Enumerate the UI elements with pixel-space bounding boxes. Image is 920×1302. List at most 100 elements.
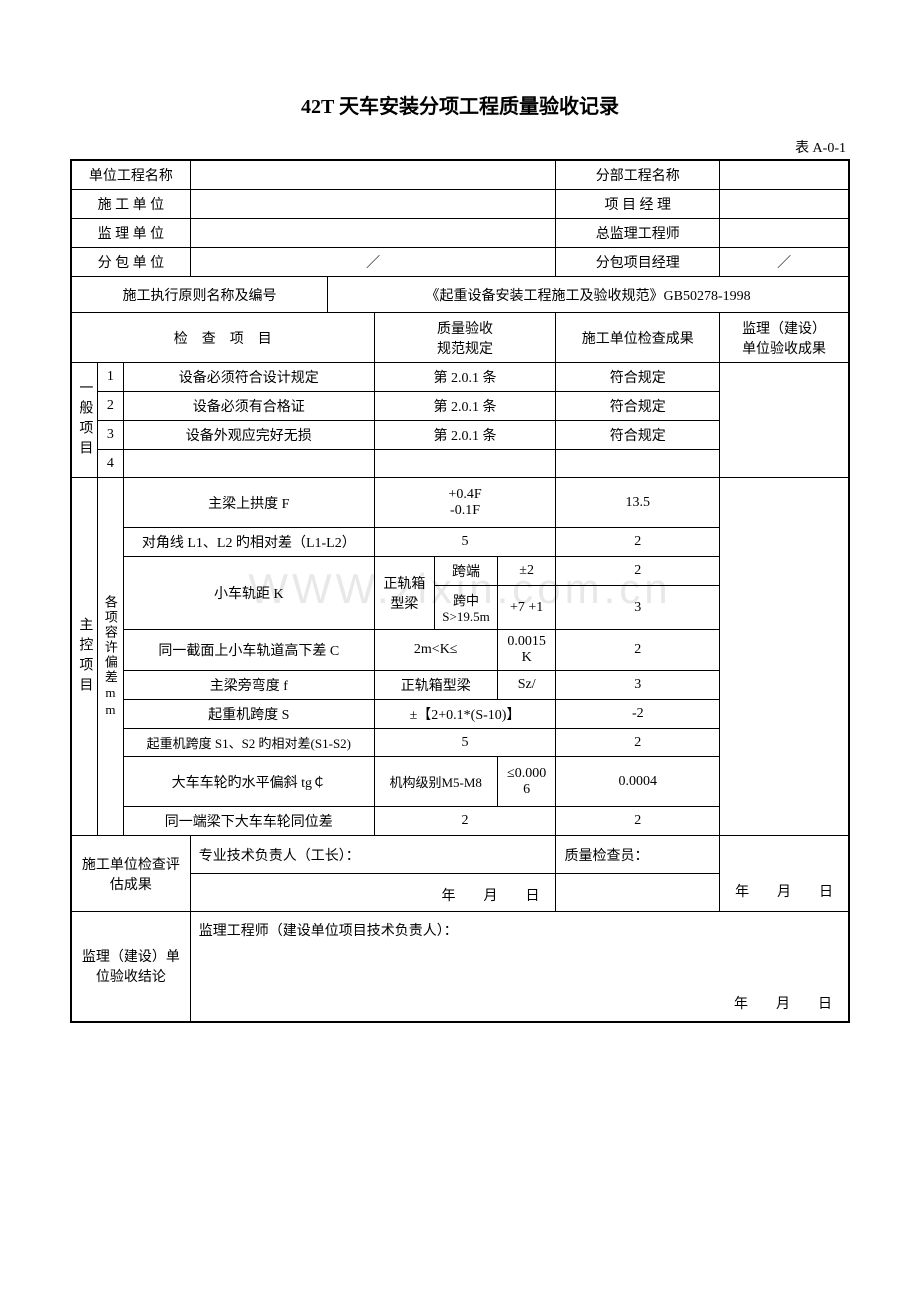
- result: 符合规定: [556, 363, 720, 392]
- result: 2: [556, 557, 720, 586]
- label: 项 目 经 理: [556, 190, 720, 219]
- inspection-table: 单位工程名称 分部工程名称 施 工 单 位 项 目 经 理 监 理 单 位 总监…: [70, 159, 850, 1023]
- item: 同一截面上小车轨道高下差 C: [124, 630, 375, 671]
- table-row: 检 查 项 目 质量验收规范规定 施工单位检查成果 监理（建设）单位验收成果: [71, 313, 849, 363]
- row-num: 1: [97, 363, 123, 392]
- value: [190, 219, 556, 248]
- signature-label: 质量检查员：: [556, 836, 720, 874]
- row-num: 2: [97, 392, 123, 421]
- col-header: 施工单位检查成果: [556, 313, 720, 363]
- date-field: 年 月 日: [190, 874, 556, 912]
- table-number: 表 A-0-1: [70, 137, 850, 157]
- page-title: 42T 天车安装分项工程质量验收记录: [70, 90, 850, 119]
- value: ／: [720, 248, 849, 277]
- spec: 第 2.0.1 条: [374, 363, 556, 392]
- value: [190, 190, 556, 219]
- spec: 5: [374, 729, 556, 757]
- spec: 第 2.0.1 条: [374, 421, 556, 450]
- result: 13.5: [556, 478, 720, 528]
- spec-sub: 正轨箱型梁: [374, 557, 435, 630]
- footer-label: 监理（建设）单位验收结论: [71, 912, 190, 1022]
- label: 分 包 单 位: [71, 248, 190, 277]
- spec: 正轨箱型梁: [374, 671, 497, 700]
- col-header: 质量验收规范规定: [374, 313, 556, 363]
- item: 设备必须有合格证: [124, 392, 375, 421]
- row-num: 3: [97, 421, 123, 450]
- label: 总监理工程师: [556, 219, 720, 248]
- spec-b: ±2: [497, 557, 556, 586]
- item: 同一端梁下大车车轮同位差: [124, 807, 375, 836]
- item: 主梁上拱度 F: [124, 478, 375, 528]
- result: 符合规定: [556, 421, 720, 450]
- value: ／: [190, 248, 556, 277]
- table-row: 主控项目 各项容许偏差mm 主梁上拱度 F +0.4F-0.1F 13.5: [71, 478, 849, 528]
- item: 设备外观应完好无损: [124, 421, 375, 450]
- spec: 2m<K≤: [374, 630, 497, 671]
- value: [720, 219, 849, 248]
- item: 大车车轮旳水平偏斜 tg￠: [124, 757, 375, 807]
- table-row: 一般项目 1 设备必须符合设计规定 第 2.0.1 条 符合规定: [71, 363, 849, 392]
- empty: [556, 874, 720, 912]
- spec: 机构级别M5-M8: [374, 757, 497, 807]
- spec: +0.4F-0.1F: [374, 478, 556, 528]
- item: 起重机跨度 S1、S2 旳相对差(S1-S2): [124, 729, 375, 757]
- footer-label: 施工单位检查评估成果: [71, 836, 190, 912]
- result: 2: [556, 807, 720, 836]
- item: 对角线 L1、L2 旳相对差（L1-L2）: [124, 528, 375, 557]
- date-field: 年 月 日: [734, 993, 832, 1013]
- value: [720, 190, 849, 219]
- spec-a: 跨端: [435, 557, 498, 586]
- spec: ≤0.0006: [497, 757, 556, 807]
- sub-label: 各项容许偏差mm: [97, 478, 123, 836]
- table-row: 监理（建设）单位验收结论 监理工程师（建设单位项目技术负责人）： 年 月 日: [71, 912, 849, 1022]
- spec: 2: [374, 807, 556, 836]
- spec: 第 2.0.1 条: [374, 392, 556, 421]
- item: [124, 450, 375, 478]
- spec: [374, 450, 556, 478]
- spec: ±【2+0.1*(S-10)】: [374, 700, 556, 729]
- supervisor-result: [720, 478, 849, 836]
- result: 0.0004: [556, 757, 720, 807]
- spec: 5: [374, 528, 556, 557]
- label: 单位工程名称: [71, 160, 190, 190]
- result: -2: [556, 700, 720, 729]
- value: [190, 160, 556, 190]
- row-num: 4: [97, 450, 123, 478]
- table-row: 施 工 单 位 项 目 经 理: [71, 190, 849, 219]
- result: 3: [556, 671, 720, 700]
- signature-label: 专业技术负责人（工长）：: [190, 836, 556, 874]
- spec: 0.0015K: [497, 630, 556, 671]
- result: [556, 450, 720, 478]
- item: 起重机跨度 S: [124, 700, 375, 729]
- table-row: 单位工程名称 分部工程名称: [71, 160, 849, 190]
- signature-block: 监理工程师（建设单位项目技术负责人）： 年 月 日: [190, 912, 849, 1022]
- result: 符合规定: [556, 392, 720, 421]
- section-label: 主控项目: [71, 478, 97, 836]
- result: 3: [556, 586, 720, 630]
- supervisor-result: [720, 363, 849, 478]
- item: 主梁旁弯度 f: [124, 671, 375, 700]
- label: 分部工程名称: [556, 160, 720, 190]
- value: 《起重设备安装工程施工及验收规范》GB50278-1998: [328, 277, 849, 313]
- table-row: 施工执行原则名称及编号 《起重设备安装工程施工及验收规范》GB50278-199…: [71, 277, 849, 313]
- label: 施工执行原则名称及编号: [71, 277, 328, 313]
- table-row: 施工单位检查评估成果 专业技术负责人（工长）： 质量检查员： 年 月 日: [71, 836, 849, 874]
- col-header: 检 查 项 目: [71, 313, 374, 363]
- table-row: 分 包 单 位 ／ 分包项目经理 ／: [71, 248, 849, 277]
- date-field: 年 月 日: [720, 836, 849, 912]
- value: [720, 160, 849, 190]
- result: 2: [556, 729, 720, 757]
- col-header: 监理（建设）单位验收成果: [720, 313, 849, 363]
- result: 2: [556, 528, 720, 557]
- spec: Sz/: [497, 671, 556, 700]
- label: 分包项目经理: [556, 248, 720, 277]
- spec-a: 跨中S>19.5m: [435, 586, 498, 630]
- result: 2: [556, 630, 720, 671]
- table-row: 监 理 单 位 总监理工程师: [71, 219, 849, 248]
- item: 设备必须符合设计规定: [124, 363, 375, 392]
- section-label: 一般项目: [71, 363, 97, 478]
- label: 施 工 单 位: [71, 190, 190, 219]
- label: 监 理 单 位: [71, 219, 190, 248]
- spec-b: +7 +1: [497, 586, 556, 630]
- item: 小车轨距 K: [124, 557, 375, 630]
